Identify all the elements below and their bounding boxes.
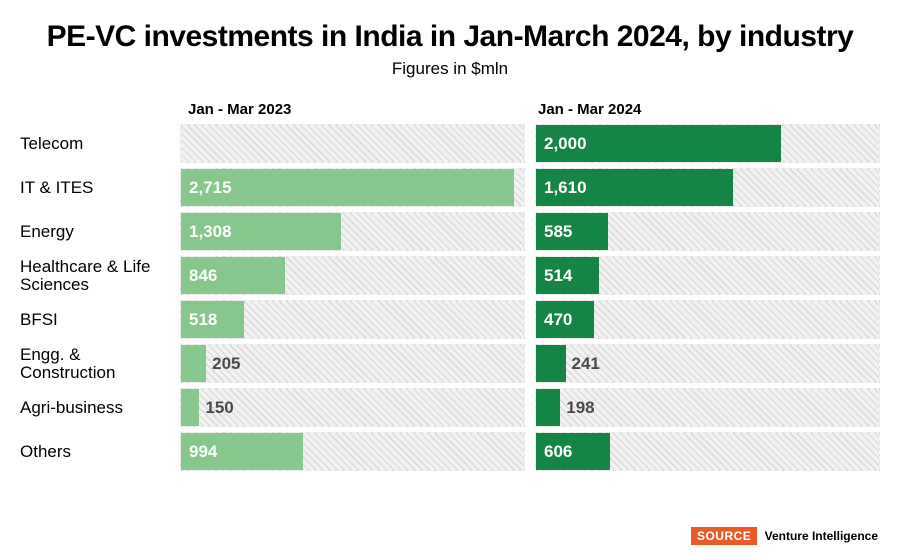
bar-area: 150 198 bbox=[180, 388, 880, 427]
row-label: BFSI bbox=[20, 311, 180, 329]
source-badge: SOURCE bbox=[691, 527, 757, 545]
bar-bg: 198 bbox=[535, 388, 880, 427]
bar-area: 2,715 1,610 bbox=[180, 168, 880, 207]
bar-bg: 585 bbox=[535, 212, 880, 251]
rows: Telecom 2,000 IT & ITES2,715 1,610 Energy1,3… bbox=[20, 124, 880, 471]
bar-value: 470 bbox=[536, 310, 572, 330]
label-col-spacer bbox=[20, 101, 180, 118]
table-row: BFSI518 470 bbox=[20, 300, 880, 339]
bar-area: 994 606 bbox=[180, 432, 880, 471]
bar-fill bbox=[181, 345, 206, 382]
row-label: Energy bbox=[20, 223, 180, 241]
bar-value: 1,308 bbox=[181, 222, 232, 242]
bar-fill: 585 bbox=[536, 213, 608, 250]
bar-bg: 2,000 bbox=[535, 124, 880, 163]
bar-bg: 241 bbox=[535, 344, 880, 383]
row-label: Healthcare & Life Sciences bbox=[20, 258, 180, 294]
bar-fill: 994 bbox=[181, 433, 303, 470]
bar-fill: 606 bbox=[536, 433, 610, 470]
bar-value: 606 bbox=[536, 442, 572, 462]
row-label: Others bbox=[20, 443, 180, 461]
source-box: SOURCE Venture Intelligence bbox=[691, 529, 878, 543]
bar-bg: 470 bbox=[535, 300, 880, 339]
bar-fill bbox=[536, 345, 566, 382]
bar-fill: 2,000 bbox=[536, 125, 781, 162]
bar-value: 1,610 bbox=[536, 178, 587, 198]
row-label: IT & ITES bbox=[20, 179, 180, 197]
source-text: Venture Intelligence bbox=[765, 529, 878, 543]
table-row: Energy1,308 585 bbox=[20, 212, 880, 251]
table-row: Telecom 2,000 bbox=[20, 124, 880, 163]
bar-fill: 2,715 bbox=[181, 169, 514, 206]
bar-fill bbox=[536, 389, 560, 426]
bar-value: 198 bbox=[566, 398, 594, 418]
table-row: Healthcare & Life Sciences846 514 bbox=[20, 256, 880, 295]
bar-bg bbox=[180, 124, 525, 163]
table-row: IT & ITES2,715 1,610 bbox=[20, 168, 880, 207]
row-label: Telecom bbox=[20, 135, 180, 153]
bar-value: 518 bbox=[181, 310, 217, 330]
bar-bg: 514 bbox=[535, 256, 880, 295]
bar-area: 846 514 bbox=[180, 256, 880, 295]
bar-fill: 518 bbox=[181, 301, 244, 338]
chart-subtitle: Figures in $mln bbox=[20, 59, 880, 79]
bar-fill: 1,610 bbox=[536, 169, 733, 206]
bar-value: 2,000 bbox=[536, 134, 587, 154]
bar-fill: 846 bbox=[181, 257, 285, 294]
chart-container: PE-VC investments in India in Jan-March … bbox=[0, 0, 900, 553]
table-row: Agri-business 150 198 bbox=[20, 388, 880, 427]
bar-fill: 1,308 bbox=[181, 213, 341, 250]
bar-value: 846 bbox=[181, 266, 217, 286]
bar-value: 994 bbox=[181, 442, 217, 462]
col-header-0: Jan - Mar 2023 bbox=[180, 101, 530, 118]
bar-bg: 518 bbox=[180, 300, 525, 339]
bar-bg: 1,610 bbox=[535, 168, 880, 207]
bar-bg: 1,308 bbox=[180, 212, 525, 251]
bar-fill bbox=[181, 389, 199, 426]
bar-value: 241 bbox=[572, 354, 600, 374]
bar-value: 150 bbox=[205, 398, 233, 418]
bar-value: 2,715 bbox=[181, 178, 232, 198]
table-row: Engg. & Construction 205 241 bbox=[20, 344, 880, 383]
bar-fill: 470 bbox=[536, 301, 594, 338]
bar-fill: 514 bbox=[536, 257, 599, 294]
bar-bg: 606 bbox=[535, 432, 880, 471]
table-row: Others994 606 bbox=[20, 432, 880, 471]
bar-value: 205 bbox=[212, 354, 240, 374]
bar-bg: 994 bbox=[180, 432, 525, 471]
bar-area: 518 470 bbox=[180, 300, 880, 339]
chart-title: PE-VC investments in India in Jan-March … bbox=[20, 20, 880, 53]
bar-area: 205 241 bbox=[180, 344, 880, 383]
bar-area: 2,000 bbox=[180, 124, 880, 163]
columns-header: Jan - Mar 2023 Jan - Mar 2024 bbox=[20, 101, 880, 118]
bar-value: 514 bbox=[536, 266, 572, 286]
bar-bg: 150 bbox=[180, 388, 525, 427]
bar-bg: 2,715 bbox=[180, 168, 525, 207]
bar-bg: 205 bbox=[180, 344, 525, 383]
bar-area: 1,308 585 bbox=[180, 212, 880, 251]
col-header-1: Jan - Mar 2024 bbox=[530, 101, 880, 118]
bar-value: 585 bbox=[536, 222, 572, 242]
bar-bg: 846 bbox=[180, 256, 525, 295]
row-label: Agri-business bbox=[20, 399, 180, 417]
row-label: Engg. & Construction bbox=[20, 346, 180, 382]
